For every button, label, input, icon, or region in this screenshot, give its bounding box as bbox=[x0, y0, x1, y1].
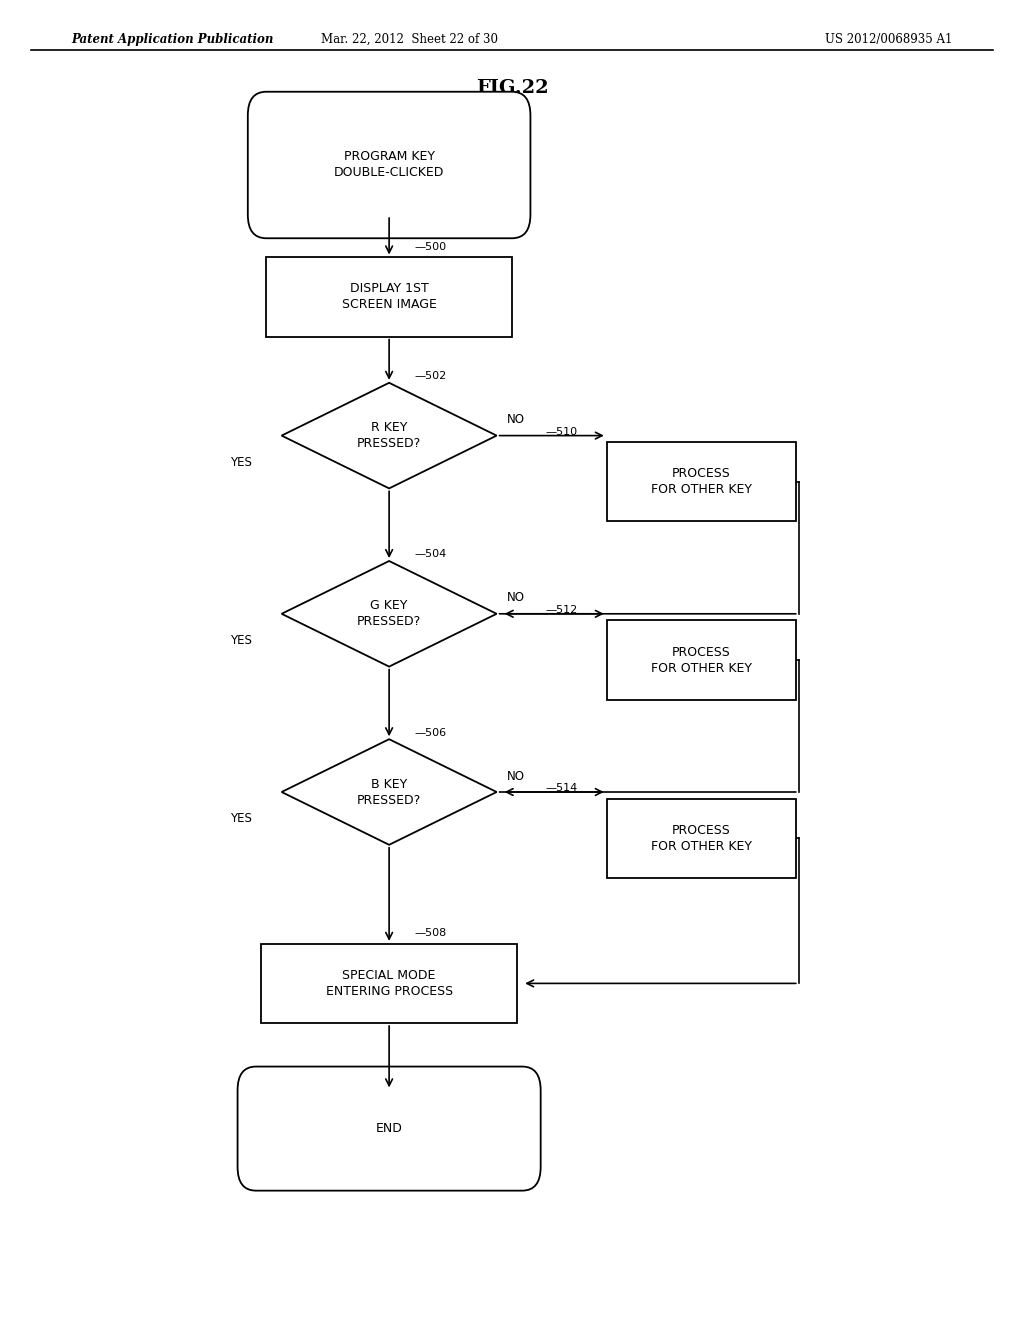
Text: —502: —502 bbox=[415, 371, 446, 381]
Text: Patent Application Publication: Patent Application Publication bbox=[72, 33, 274, 46]
Text: PROGRAM KEY
DOUBLE-CLICKED: PROGRAM KEY DOUBLE-CLICKED bbox=[334, 150, 444, 180]
Text: —500: —500 bbox=[415, 242, 446, 252]
Text: —506: —506 bbox=[415, 727, 446, 738]
Text: —504: —504 bbox=[415, 549, 446, 560]
Text: R KEY
PRESSED?: R KEY PRESSED? bbox=[357, 421, 421, 450]
Text: FIG.22: FIG.22 bbox=[476, 79, 548, 98]
Polygon shape bbox=[282, 383, 497, 488]
Text: US 2012/0068935 A1: US 2012/0068935 A1 bbox=[825, 33, 952, 46]
FancyBboxPatch shape bbox=[248, 92, 530, 238]
FancyBboxPatch shape bbox=[606, 620, 797, 700]
Polygon shape bbox=[282, 561, 497, 667]
Text: YES: YES bbox=[229, 812, 252, 825]
Text: DISPLAY 1ST
SCREEN IMAGE: DISPLAY 1ST SCREEN IMAGE bbox=[342, 282, 436, 312]
Text: —512: —512 bbox=[545, 605, 578, 615]
FancyBboxPatch shape bbox=[266, 257, 512, 337]
Text: PROCESS
FOR OTHER KEY: PROCESS FOR OTHER KEY bbox=[651, 467, 752, 496]
Text: YES: YES bbox=[229, 634, 252, 647]
Text: G KEY
PRESSED?: G KEY PRESSED? bbox=[357, 599, 421, 628]
Text: YES: YES bbox=[229, 455, 252, 469]
FancyBboxPatch shape bbox=[606, 799, 797, 878]
Text: PROCESS
FOR OTHER KEY: PROCESS FOR OTHER KEY bbox=[651, 645, 752, 675]
FancyBboxPatch shape bbox=[238, 1067, 541, 1191]
FancyBboxPatch shape bbox=[261, 944, 517, 1023]
Text: —514: —514 bbox=[545, 783, 578, 793]
Text: —508: —508 bbox=[415, 928, 446, 939]
Text: B KEY
PRESSED?: B KEY PRESSED? bbox=[357, 777, 421, 807]
Text: PROCESS
FOR OTHER KEY: PROCESS FOR OTHER KEY bbox=[651, 824, 752, 853]
Polygon shape bbox=[282, 739, 497, 845]
FancyBboxPatch shape bbox=[606, 442, 797, 521]
Text: NO: NO bbox=[507, 770, 525, 783]
Text: SPECIAL MODE
ENTERING PROCESS: SPECIAL MODE ENTERING PROCESS bbox=[326, 969, 453, 998]
Text: NO: NO bbox=[507, 413, 525, 426]
Text: END: END bbox=[376, 1122, 402, 1135]
Text: —510: —510 bbox=[545, 426, 578, 437]
Text: NO: NO bbox=[507, 591, 525, 605]
Text: Mar. 22, 2012  Sheet 22 of 30: Mar. 22, 2012 Sheet 22 of 30 bbox=[322, 33, 498, 46]
